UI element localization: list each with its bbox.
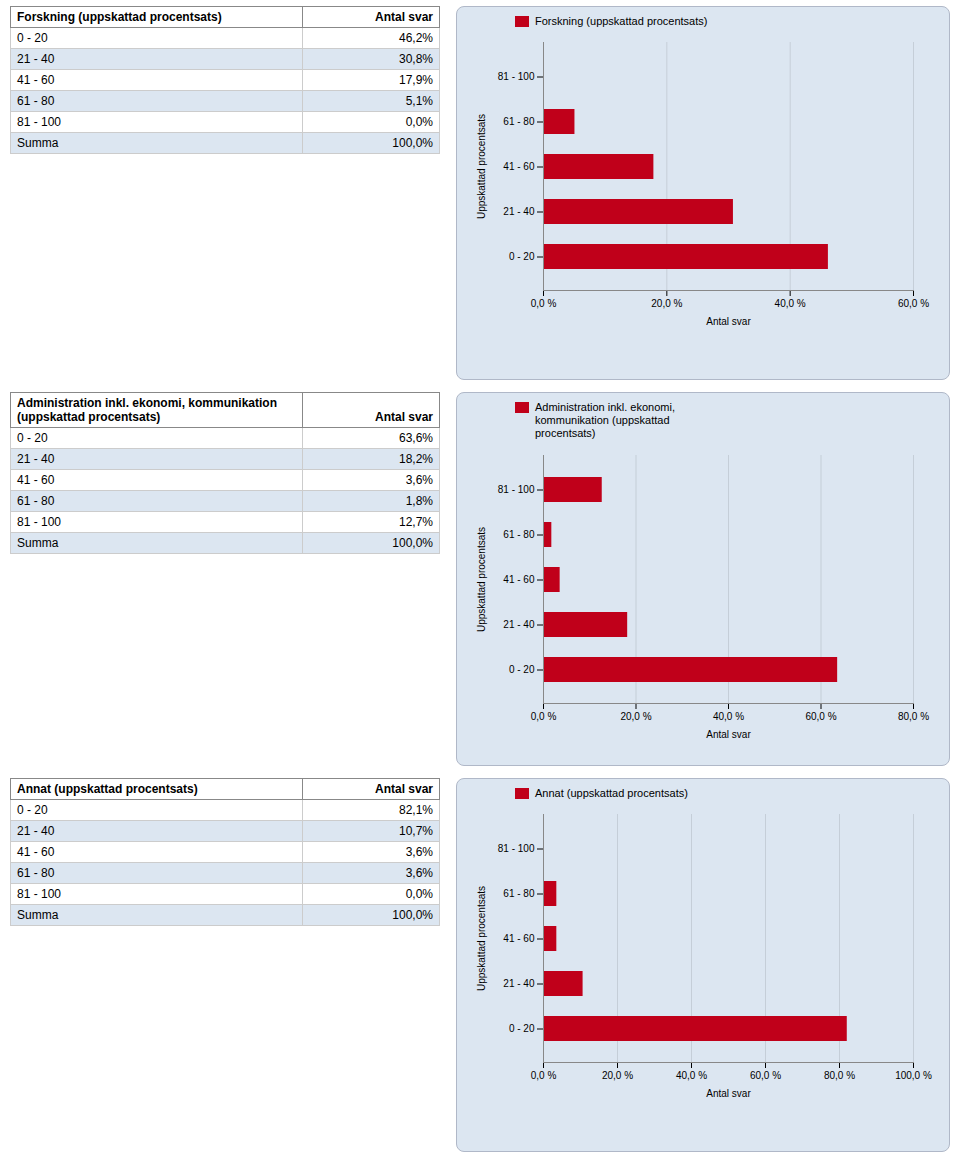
svg-text:Uppskattad procentsats: Uppskattad procentsats (476, 527, 487, 632)
svg-text:Antal svar: Antal svar (706, 728, 751, 739)
html-text:61 - 80: 61 - 80 (17, 494, 55, 508)
svg-text:0,0 %: 0,0 % (531, 298, 557, 309)
svg-text:0,0 %: 0,0 % (531, 1070, 557, 1081)
html-text:Administration inkl. ekonomi,: Administration inkl. ekonomi, kommunikat… (535, 401, 675, 440)
html-text:0,0%: 0,0% (405, 887, 433, 901)
html-text:17,9%: 17,9% (399, 73, 433, 87)
html-text:Forskning (uppskattad procents: Forskning (uppskattad procentsats) (535, 15, 708, 27)
html-text:Summa: Summa (17, 536, 59, 550)
html-text:Annat (uppskattad procentsats): Annat (uppskattad procentsats) (535, 787, 688, 799)
html-text:0 - 20: 0 - 20 (17, 431, 48, 445)
html-text:Antal svar: Antal svar (375, 782, 433, 796)
svg-text:0 - 20: 0 - 20 (509, 664, 535, 675)
html-text:21 - 40: 21 - 40 (17, 824, 55, 838)
html-text:5,1%: 5,1% (405, 94, 433, 108)
svg-text:81 - 100: 81 - 100 (498, 71, 535, 82)
svg-text:41 - 60: 41 - 60 (503, 161, 535, 172)
svg-text:21 - 40: 21 - 40 (503, 619, 535, 630)
html-text:81 - 100: 81 - 100 (17, 887, 61, 901)
html-text:30,8%: 30,8% (399, 52, 433, 66)
svg-text:20,0 %: 20,0 % (602, 1070, 633, 1081)
svg-text:21 - 40: 21 - 40 (503, 206, 535, 217)
html-text:100,0%: 100,0% (392, 136, 433, 150)
svg-text:Antal svar: Antal svar (706, 316, 751, 327)
svg-text:100,0 %: 100,0 % (895, 1070, 932, 1081)
html-text:3,6%: 3,6% (405, 473, 433, 487)
html-text:1,8%: 1,8% (405, 494, 433, 508)
html-text:10,7%: 10,7% (399, 824, 433, 838)
svg-text:20,0 %: 20,0 % (651, 298, 682, 309)
svg-text:Uppskattad procentsats: Uppskattad procentsats (476, 114, 487, 219)
html-text:12,7%: 12,7% (399, 515, 433, 529)
html-text:3,6%: 3,6% (405, 845, 433, 859)
svg-text:0 - 20: 0 - 20 (509, 251, 535, 262)
svg-text:80,0 %: 80,0 % (824, 1070, 855, 1081)
svg-text:41 - 60: 41 - 60 (503, 574, 535, 585)
svg-text:61 - 80: 61 - 80 (503, 116, 535, 127)
svg-text:40,0 %: 40,0 % (775, 298, 806, 309)
svg-text:60,0 %: 60,0 % (750, 1070, 781, 1081)
svg-text:61 - 80: 61 - 80 (503, 888, 535, 899)
html-text:0,0%: 0,0% (405, 115, 433, 129)
svg-text:Uppskattad procentsats: Uppskattad procentsats (476, 886, 487, 991)
svg-text:81 - 100: 81 - 100 (498, 484, 535, 495)
svg-text:60,0 %: 60,0 % (898, 298, 929, 309)
html-text:100,0%: 100,0% (392, 536, 433, 550)
html-text:61 - 80: 61 - 80 (17, 94, 55, 108)
svg-text:41 - 60: 41 - 60 (503, 933, 535, 944)
svg-text:0 - 20: 0 - 20 (509, 1023, 535, 1034)
html-text:Summa: Summa (17, 136, 59, 150)
html-text:21 - 40: 21 - 40 (17, 52, 55, 66)
html-text:18,2%: 18,2% (399, 452, 433, 466)
html-text:Forskning (uppskattad procents: Forskning (uppskattad procentsats) (17, 10, 222, 24)
svg-text:20,0 %: 20,0 % (620, 710, 651, 721)
html-text:81 - 100: 81 - 100 (17, 515, 61, 529)
html-text:Administration inkl. ekonomi,: Administration inkl. ekonomi, kommunikat… (17, 396, 277, 424)
svg-text:81 - 100: 81 - 100 (498, 843, 535, 854)
html-text:Antal svar: Antal svar (375, 410, 433, 424)
html-text:100,0%: 100,0% (392, 908, 433, 922)
html-text:Antal svar: Antal svar (375, 10, 433, 24)
svg-text:80,0 %: 80,0 % (898, 710, 929, 721)
html-text:3,6%: 3,6% (405, 866, 433, 880)
html-text:0 - 20: 0 - 20 (17, 803, 48, 817)
html-text:Summa: Summa (17, 908, 59, 922)
html-text:21 - 40: 21 - 40 (17, 452, 55, 466)
html-text:41 - 60: 41 - 60 (17, 73, 55, 87)
html-text:Annat (uppskattad procentsats): Annat (uppskattad procentsats) (17, 782, 198, 796)
html-text:41 - 60: 41 - 60 (17, 473, 55, 487)
html-text:63,6%: 63,6% (399, 431, 433, 445)
html-text:61 - 80: 61 - 80 (17, 866, 55, 880)
svg-text:61 - 80: 61 - 80 (503, 529, 535, 540)
html-text:82,1%: 82,1% (399, 803, 433, 817)
svg-text:0,0 %: 0,0 % (531, 710, 557, 721)
svg-text:60,0 %: 60,0 % (805, 710, 836, 721)
svg-text:21 - 40: 21 - 40 (503, 978, 535, 989)
svg-text:40,0 %: 40,0 % (713, 710, 744, 721)
svg-text:Antal svar: Antal svar (706, 1088, 751, 1099)
svg-text:40,0 %: 40,0 % (676, 1070, 707, 1081)
html-text:81 - 100: 81 - 100 (17, 115, 61, 129)
html-text:41 - 60: 41 - 60 (17, 845, 55, 859)
html-text:0 - 20: 0 - 20 (17, 31, 48, 45)
html-text:46,2%: 46,2% (399, 31, 433, 45)
